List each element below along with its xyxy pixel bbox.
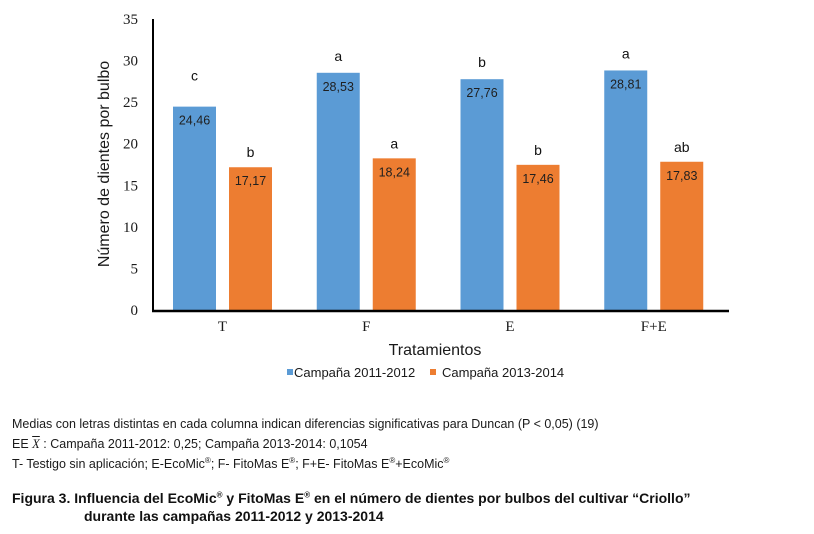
data-label: 17,83 bbox=[666, 169, 697, 183]
data-label: 24,46 bbox=[179, 114, 210, 128]
note-treatments-part: T- Testigo sin aplicación; E-EcoMic bbox=[12, 457, 205, 471]
figure-caption: Figura 3. Influencia del EcoMic® y FitoM… bbox=[12, 489, 691, 525]
caption-part: en el número de dientes por bulbos del c… bbox=[310, 490, 691, 506]
legend-swatch-2013-2014 bbox=[430, 369, 436, 375]
legend-label-2013-2014: Campaña 2013-2014 bbox=[442, 365, 564, 380]
bar-E-2013-2014 bbox=[516, 164, 560, 310]
significance-letter: a bbox=[622, 45, 630, 61]
significance-letter: ab bbox=[674, 139, 690, 155]
y-tick-label: 0 bbox=[131, 303, 139, 319]
registered-mark: ® bbox=[204, 455, 211, 465]
registered-mark: ® bbox=[389, 455, 396, 465]
caption-part: Figura 3. Influencia del EcoMic bbox=[12, 490, 217, 506]
bar-F+E-2011-2012 bbox=[604, 70, 648, 311]
x-tick-label: F bbox=[362, 319, 370, 335]
significance-letter: b bbox=[247, 144, 255, 160]
significance-letter: b bbox=[478, 54, 486, 70]
y-tick-label: 30 bbox=[123, 54, 138, 70]
bar-F+E-2013-2014 bbox=[660, 161, 704, 310]
registered-mark: ® bbox=[304, 490, 311, 500]
bar-T-2011-2012 bbox=[173, 106, 216, 310]
note-treatments-part: +EcoMic bbox=[395, 457, 444, 471]
y-tick-label: 10 bbox=[123, 220, 138, 236]
caption-line-1: Figura 3. Influencia del EcoMic® y FitoM… bbox=[12, 489, 691, 507]
significance-letter: c bbox=[191, 68, 198, 84]
x-tick-label: T bbox=[218, 319, 227, 335]
note-standard-error: EE X : Campaña 2011-2012: 0,25; Campaña … bbox=[12, 434, 599, 454]
bar-F-2013-2014 bbox=[372, 158, 416, 310]
note-treatments: T- Testigo sin aplicación; E-EcoMic®; F-… bbox=[12, 454, 599, 474]
bar-chart: 0 5 10 15 20 25 30 35 24,46 17,17 28,53 18,24 27,76… bbox=[96, 12, 729, 380]
data-label: 28,53 bbox=[323, 80, 354, 94]
data-label: 17,46 bbox=[522, 172, 553, 186]
y-tick-label: 35 bbox=[123, 12, 138, 28]
data-label: 27,76 bbox=[466, 86, 497, 100]
bar-E-2011-2012 bbox=[460, 79, 504, 310]
registered-mark: ® bbox=[289, 455, 296, 465]
registered-mark: ® bbox=[443, 455, 450, 465]
x-axis-title: Tratamientos bbox=[389, 342, 482, 359]
note-ee-values: : Campaña 2011-2012: 0,25; Campaña 2013-… bbox=[39, 437, 368, 451]
note-treatments-part: ; F+E- FitoMas E bbox=[295, 457, 390, 471]
note-duncan: Medias con letras distintas en cada colu… bbox=[12, 417, 599, 431]
x-tick-label: F+E bbox=[641, 319, 667, 335]
data-label: 28,81 bbox=[610, 77, 641, 91]
x-tick-label: E bbox=[505, 319, 514, 335]
legend-label-2011-2012: Campaña 2011-2012 bbox=[294, 365, 415, 380]
bars bbox=[173, 70, 704, 311]
note-treatments-part: ; F- FitoMas E bbox=[210, 457, 290, 471]
significance-letter: a bbox=[390, 135, 398, 151]
data-label: 17,17 bbox=[235, 174, 266, 188]
y-tick-label: 5 bbox=[131, 261, 139, 277]
registered-mark: ® bbox=[216, 490, 223, 500]
legend-swatch-2011-2012 bbox=[287, 369, 293, 375]
x-axis-categories: T F E F+E bbox=[218, 319, 667, 335]
bar-F-2011-2012 bbox=[316, 72, 360, 310]
x-bar-symbol: X bbox=[32, 437, 40, 451]
y-axis-ticks: 0 5 10 15 20 25 30 35 bbox=[123, 12, 138, 319]
significance-letter: a bbox=[334, 48, 342, 64]
bar-T-2013-2014 bbox=[229, 167, 272, 310]
y-tick-label: 15 bbox=[123, 178, 138, 194]
legend: Campaña 2011-2012 Campaña 2013-2014 bbox=[287, 365, 564, 380]
note-ee-prefix: EE bbox=[12, 437, 33, 451]
data-label: 18,24 bbox=[379, 165, 410, 179]
figure-notes: Medias con letras distintas en cada colu… bbox=[12, 414, 599, 474]
significance-letter: b bbox=[534, 142, 542, 158]
y-axis-title: Número de dientes por bulbo bbox=[96, 61, 113, 267]
caption-part: y FitoMas E bbox=[222, 490, 305, 506]
caption-line-2: durante las campañas 2011-2012 y 2013-20… bbox=[84, 508, 384, 524]
y-tick-label: 25 bbox=[123, 95, 138, 111]
y-tick-label: 20 bbox=[123, 137, 138, 153]
value-labels: 24,46 17,17 28,53 18,24 27,76 17,46 28,81 17,83 bbox=[179, 77, 698, 188]
